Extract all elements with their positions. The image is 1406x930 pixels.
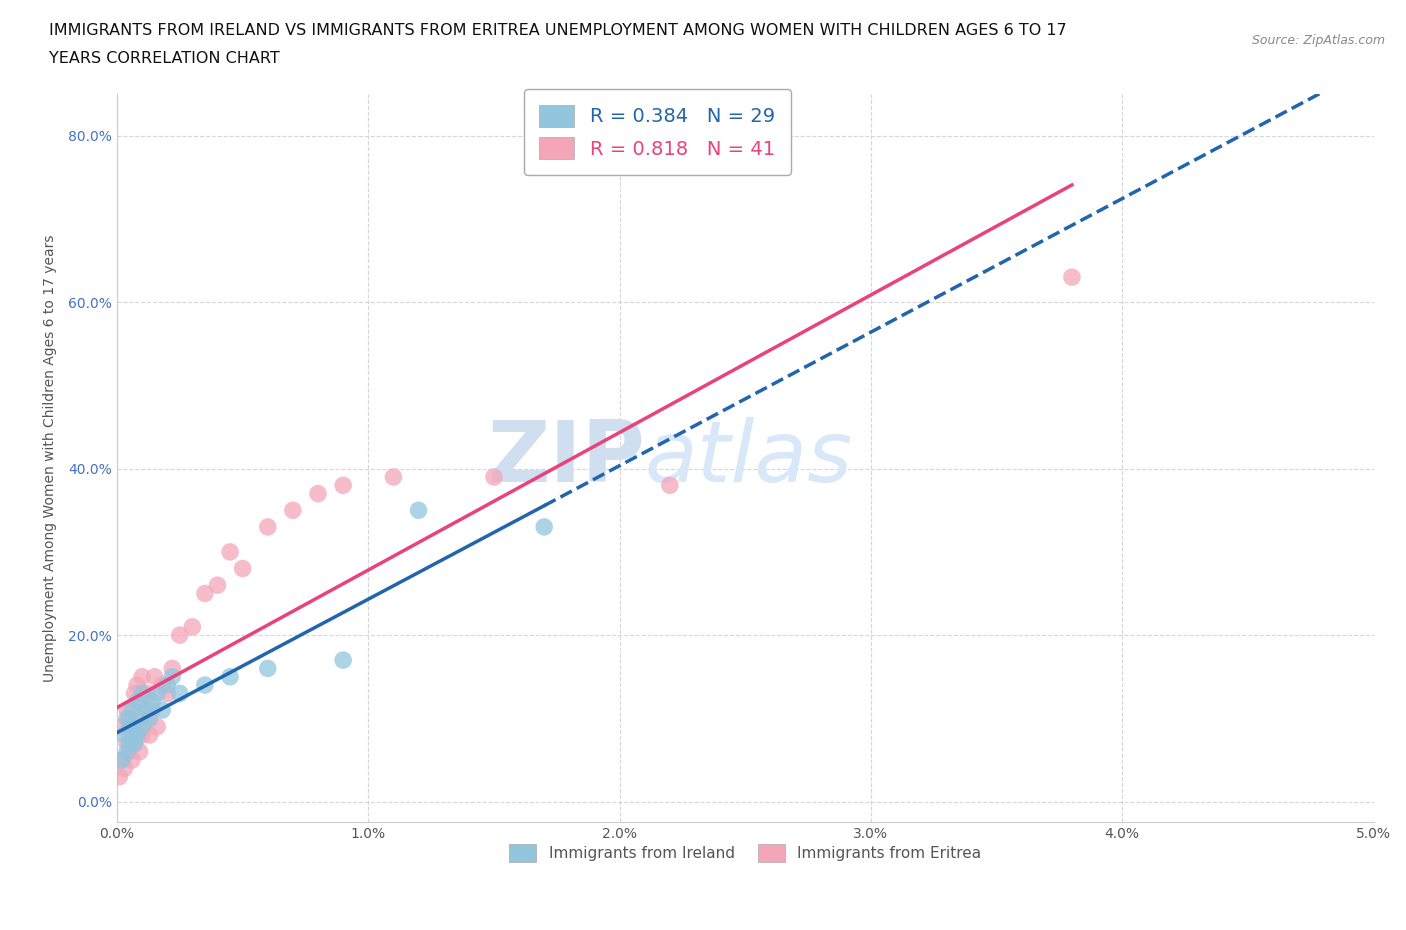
Point <box>194 678 217 693</box>
Point <box>111 752 134 767</box>
Point <box>194 586 217 601</box>
Point <box>219 670 242 684</box>
Point <box>141 702 163 717</box>
Point <box>332 478 354 493</box>
Point <box>146 719 169 734</box>
Point <box>131 670 153 684</box>
Point <box>181 619 204 634</box>
Point <box>111 719 134 734</box>
Point <box>114 727 136 742</box>
Point <box>156 686 179 701</box>
Point <box>114 761 136 776</box>
Point <box>128 744 150 759</box>
Point <box>124 719 146 734</box>
Point <box>118 744 141 759</box>
Point <box>1060 270 1083 285</box>
Point <box>121 702 143 717</box>
Point <box>121 719 143 734</box>
Point <box>134 711 156 725</box>
Text: atlas: atlas <box>645 417 852 499</box>
Point <box>138 711 160 725</box>
Point <box>281 503 304 518</box>
Point <box>136 686 159 701</box>
Point <box>128 695 150 710</box>
Point <box>138 727 160 742</box>
Point <box>382 470 405 485</box>
Point <box>658 478 681 493</box>
Point <box>118 736 141 751</box>
Point <box>256 661 278 676</box>
Y-axis label: Unemployment Among Women with Children Ages 6 to 17 years: Unemployment Among Women with Children A… <box>44 234 58 682</box>
Point <box>124 736 146 751</box>
Point <box>115 702 138 717</box>
Point <box>115 711 138 725</box>
Point <box>108 769 131 784</box>
Text: ZIP: ZIP <box>486 417 645 499</box>
Point <box>169 628 191 643</box>
Point <box>232 561 254 576</box>
Point <box>124 736 146 751</box>
Text: Source: ZipAtlas.com: Source: ZipAtlas.com <box>1251 34 1385 47</box>
Text: IMMIGRANTS FROM IRELAND VS IMMIGRANTS FROM ERITREA UNEMPLOYMENT AMONG WOMEN WITH: IMMIGRANTS FROM IRELAND VS IMMIGRANTS FR… <box>49 23 1067 38</box>
Point <box>150 678 173 693</box>
Legend: Immigrants from Ireland, Immigrants from Eritrea: Immigrants from Ireland, Immigrants from… <box>502 836 988 870</box>
Point <box>162 661 184 676</box>
Point <box>482 470 505 485</box>
Point <box>136 702 159 717</box>
Point <box>121 727 143 742</box>
Text: YEARS CORRELATION CHART: YEARS CORRELATION CHART <box>49 51 280 66</box>
Point <box>533 520 555 535</box>
Point <box>256 520 278 535</box>
Point <box>408 503 430 518</box>
Point <box>332 653 354 668</box>
Point <box>124 686 146 701</box>
Point <box>146 686 169 701</box>
Point <box>125 727 148 742</box>
Point <box>125 695 148 710</box>
Point <box>219 544 242 559</box>
Point <box>131 719 153 734</box>
Point <box>115 744 138 759</box>
Point <box>118 711 141 725</box>
Point <box>115 736 138 751</box>
Point <box>131 686 153 701</box>
Point <box>128 711 150 725</box>
Point <box>207 578 229 592</box>
Point <box>150 702 173 717</box>
Point <box>118 719 141 734</box>
Point <box>169 686 191 701</box>
Point <box>156 678 179 693</box>
Point <box>141 695 163 710</box>
Point <box>307 486 329 501</box>
Point <box>111 752 134 767</box>
Point <box>143 670 166 684</box>
Point <box>121 752 143 767</box>
Point <box>125 678 148 693</box>
Point <box>131 727 153 742</box>
Point <box>125 727 148 742</box>
Point <box>162 670 184 684</box>
